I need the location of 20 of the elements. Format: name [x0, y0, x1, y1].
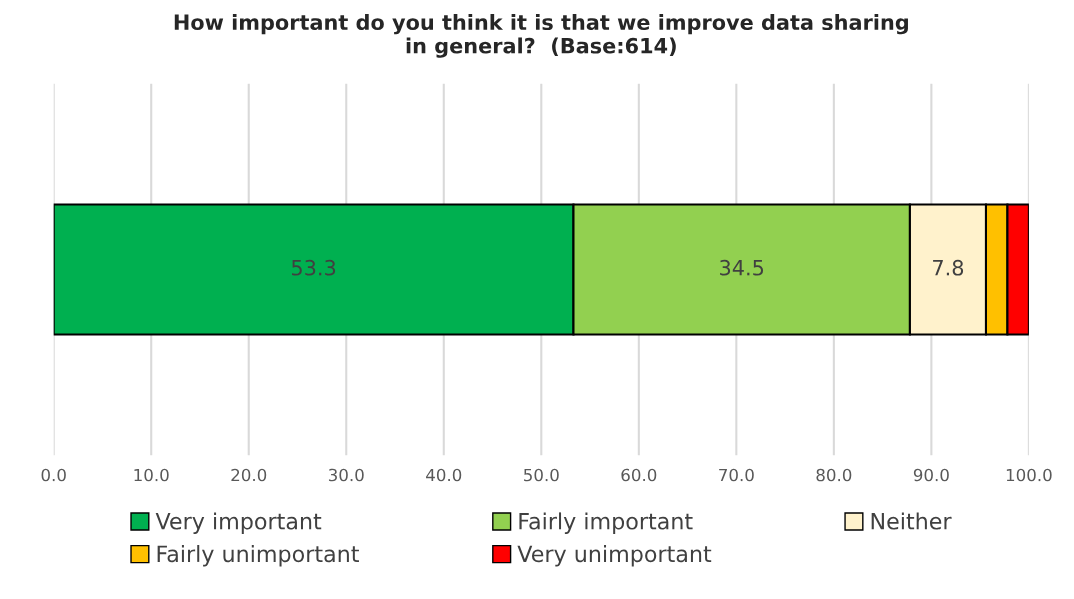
legend-label: Neither — [871, 512, 952, 530]
data-label: 7.8 — [933, 259, 964, 276]
legend-label: Fairly important — [519, 512, 693, 534]
x-tick-label: 0.0 — [41, 468, 66, 482]
chart-title: How important do you think it is that we improve data sharing in general? (Base:614) — [174, 13, 908, 58]
x-tick-label: 60.0 — [621, 468, 657, 482]
x-tick-label: 20.0 — [231, 468, 267, 482]
x-tick-label: 100.0 — [1006, 468, 1052, 482]
x-tick-label: 50.0 — [524, 468, 559, 482]
x-tick-label: 80.0 — [816, 468, 852, 482]
x-tick-label: 10.0 — [134, 468, 169, 482]
data-label: 34.5 — [720, 259, 764, 276]
legend-label: Very important — [155, 512, 322, 534]
x-tick-label: 70.0 — [719, 468, 754, 482]
x-tick-label: 40.0 — [426, 468, 462, 482]
legend-label: Very unimportant — [517, 545, 712, 567]
x-tick-label: 90.0 — [913, 468, 949, 482]
x-tick-label: 30.0 — [328, 468, 364, 482]
data-label: 53.3 — [292, 259, 336, 276]
legend-label: Fairly unimportant — [157, 545, 359, 567]
